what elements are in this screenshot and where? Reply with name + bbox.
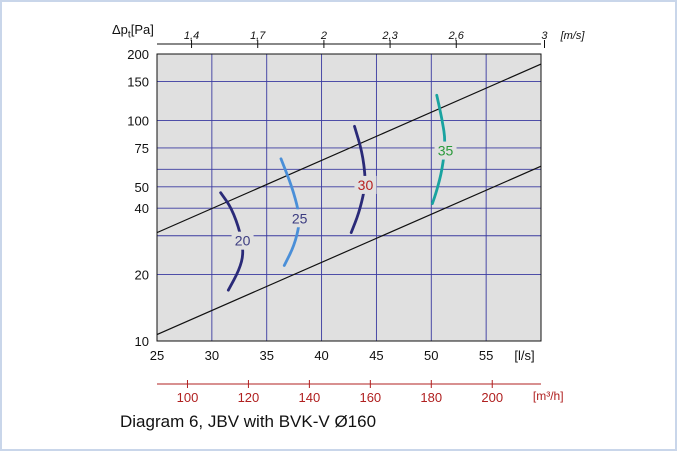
y-axis-label: Δpt[Pa] [112, 22, 154, 41]
top-tick-label: 2 [320, 30, 327, 42]
top-tick-label: 2,6 [448, 30, 465, 42]
top-tick-label: 1,4 [184, 30, 199, 42]
curve-label-bg [354, 175, 377, 194]
bound-line [157, 63, 541, 234]
curve-label: 20 [235, 233, 251, 249]
y-tick-label: 200 [127, 47, 149, 62]
x-tick-label: 45 [369, 348, 383, 363]
top-tick-label: 3 [541, 30, 548, 42]
curve-label-bg [231, 231, 254, 250]
x-tick-label: 35 [259, 348, 273, 363]
curve-label-bg [288, 209, 311, 228]
plot-area [157, 54, 541, 341]
bottom-tick-label: 140 [299, 390, 321, 405]
x-tick-label: 30 [205, 348, 219, 363]
bottom-tick-label: 100 [177, 390, 199, 405]
top-axis-unit: [m/s] [560, 30, 586, 42]
x-axis-unit: [l/s] [514, 348, 534, 363]
curve-label: 35 [438, 143, 454, 159]
y-tick-label: 40 [135, 201, 149, 216]
x-tick-label: 40 [314, 348, 328, 363]
y-tick-label: 100 [127, 113, 149, 128]
y-tick-label: 10 [135, 334, 149, 349]
bottom-tick-label: 160 [359, 390, 381, 405]
bottom-tick-label: 200 [481, 390, 503, 405]
top-tick-label: 2,3 [381, 30, 398, 42]
x-tick-label: 55 [479, 348, 493, 363]
y-tick-label: 20 [135, 268, 149, 283]
bounds-group [157, 63, 541, 336]
y-tick-label: 50 [135, 180, 149, 195]
x-tick-label: 50 [424, 348, 438, 363]
bottom-axis-unit: [m³/h] [533, 389, 564, 403]
bottom-tick-label: 120 [238, 390, 260, 405]
curve-label: 25 [292, 210, 308, 226]
bottom-tick-label: 180 [420, 390, 442, 405]
y-tick-label: 150 [127, 75, 149, 90]
top-tick-label: 1,7 [250, 30, 266, 42]
bound-line [157, 165, 541, 336]
curve-label-bg [434, 141, 457, 160]
x-tick-label: 25 [150, 348, 164, 363]
y-tick-label: 75 [135, 141, 149, 156]
chart-caption: Diagram 6, JBV with BVK-V Ø160 [120, 412, 377, 431]
curve-label: 30 [358, 177, 374, 193]
plot-frame [156, 53, 542, 342]
